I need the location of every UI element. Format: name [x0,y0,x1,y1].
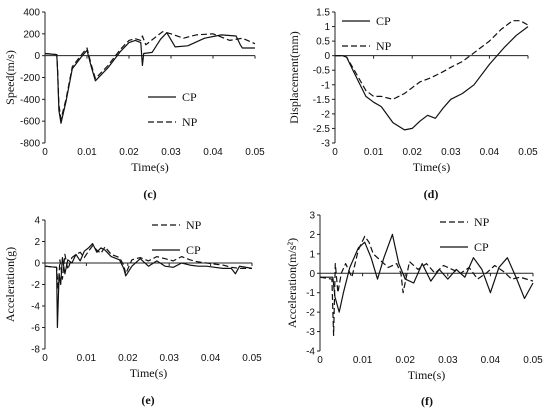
chart-d-x-tick-label: 0.03 [441,147,461,158]
chart-f-x-tick-label: 0.03 [438,355,458,366]
chart-f-y-tick-label: 2 [309,230,315,241]
chart-c-x-tick-label: 0.03 [161,147,181,158]
chart-f-y-tick-label: 3 [309,211,315,222]
chart-f-x-tick-label: 0.05 [523,355,543,366]
chart-e-x-axis-label: Time(s) [130,366,168,380]
chart-e-caption: (e) [141,393,154,407]
chart-d-legend-label-np: NP [376,39,392,53]
chart-d-series-np [335,20,529,100]
chart-d-y-tick-label: -3 [321,139,330,150]
chart-e-legend-label-np: NP [186,218,202,232]
chart-e-y-tick-label: 2 [34,237,40,248]
chart-d-y-tick-label: 1.5 [316,8,330,19]
chart-f-legend-label-cp: CP [474,240,489,254]
chart-f-y-tick-label: -1 [306,288,315,299]
chart-c-x-axis-label: Time(s) [131,160,169,174]
chart-c-y-tick-label: 0 [34,51,40,62]
chart-d-x-tick-label: 0 [332,147,338,158]
chart-d-series-cp [335,26,529,131]
chart-c-x-tick-label: 0.01 [77,147,97,158]
chart-f-y-tick-label: 0 [309,269,315,280]
chart-f-y-axis-label: Acceleration(m/s²) [285,238,299,328]
chart-f-x-tick-label: 0.04 [481,355,501,366]
chart-e-x-tick-label: 0.05 [242,353,262,364]
chart-e-x-tick-label: 0 [42,353,48,364]
chart-e-x-tick-label: 0.01 [77,353,97,364]
chart-c-y-tick-label: -400 [20,95,40,106]
chart-c-x-tick-label: 0 [42,147,48,158]
chart-d-x-axis-label: Time(s) [413,160,451,174]
chart-d-x-tick-label: 0.02 [402,147,422,158]
chart-c-caption: (c) [143,187,156,201]
chart-e-legend-label-cp: CP [186,243,201,257]
chart-e-y-tick-label: -4 [31,302,40,313]
chart-d-y-tick-label: -1 [321,80,330,91]
chart-d-y-tick-label: -1.5 [313,95,331,106]
chart-f-y-tick-label: -3 [306,327,315,338]
chart-f-x-tick-label: 0 [317,355,323,366]
chart-e-y-axis-label: Acceleration(g) [3,247,17,322]
chart-e-x-tick-label: 0.03 [159,353,179,364]
chart-f-y-tick-label: 1 [309,249,315,260]
chart-c-y-tick-label: 200 [23,29,40,40]
chart-f-x-tick-label: 0.02 [395,355,415,366]
chart-e-y-tick-label: 0 [34,259,40,270]
chart-e-y-tick-label: -8 [31,345,40,356]
chart-d-legend-label-cp: CP [376,14,391,28]
chart-c-y-tick-label: -600 [20,117,40,128]
chart-c-x-tick-label: 0.05 [245,147,265,158]
chart-d-x-tick-label: 0.05 [518,147,538,158]
chart-d-y-tick-label: -2.5 [313,124,331,135]
chart-e-y-tick-label: -2 [31,280,40,291]
chart-f-series-np [319,235,534,337]
chart-c-y-tick-label: -200 [20,73,40,84]
chart-c-y-tick-label: -800 [20,139,40,150]
chart-e-x-tick-label: 0.04 [201,353,221,364]
chart-e-y-tick-label: 4 [34,216,40,227]
chart-c-x-tick-label: 0.04 [203,147,223,158]
chart-e-series-cp [44,243,253,329]
chart-d-x-tick-label: 0.04 [480,147,500,158]
chart-f-x-tick-label: 0.01 [353,355,373,366]
chart-c-series-np [44,31,256,120]
chart-d-y-axis-label: Displacement(mm) [287,31,301,124]
chart-d-y-tick-label: 0 [324,51,330,62]
chart-d-y-tick-label: 0.5 [316,37,330,48]
chart-c-y-axis-label: Speed(m/s) [3,50,17,105]
chart-f-y-tick-label: -4 [306,347,315,358]
chart-e-y-tick-label: -6 [31,323,40,334]
chart-d-x-tick-label: 0.01 [364,147,384,158]
chart-d-y-tick-label: -2 [321,109,330,120]
chart-c-legend-label-np: NP [182,115,198,129]
chart-f-x-axis-label: Time(s) [408,368,446,382]
chart-c-y-tick-label: 400 [23,8,40,19]
chart-c-legend-label-cp: CP [182,90,197,104]
chart-f-caption: (f) [421,394,433,408]
chart-d-y-tick-label: -0.5 [313,66,331,77]
chart-e-x-tick-label: 0.02 [118,353,138,364]
chart-f-legend-label-np: NP [474,215,490,229]
chart-f-y-tick-label: -2 [306,308,315,319]
chart-c-series-cp [44,32,255,124]
chart-c-x-tick-label: 0.02 [119,147,139,158]
chart-d-caption: (d) [424,187,439,201]
chart-d-y-tick-label: 1 [324,22,330,33]
chart-f-series-cp [320,233,534,313]
